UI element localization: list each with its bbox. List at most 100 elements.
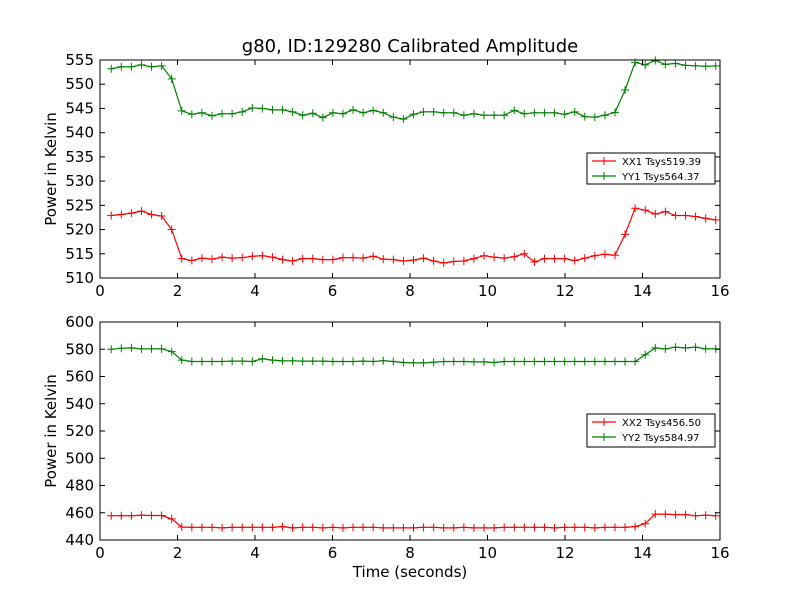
data-point [500,254,509,263]
data-point [600,111,609,120]
data-point [510,357,519,366]
data-point [610,357,619,366]
data-point [419,523,428,532]
data-point [449,357,458,366]
data-point [641,206,650,215]
data-point [298,523,307,532]
x-tick-label: 2 [173,544,183,562]
data-point [389,113,398,122]
data-point [641,519,650,528]
data-point [681,211,690,220]
data-point [308,254,317,263]
data-point [610,108,619,117]
x-tick-label: 8 [405,544,415,562]
y-tick-label: 540 [65,124,94,142]
data-point [167,74,176,83]
data-point [127,62,136,71]
data-point [369,106,378,115]
y-tick-label: 560 [65,368,94,386]
data-point [389,357,398,366]
data-point [480,357,489,366]
data-point [661,60,670,69]
data-point [288,107,297,116]
data-point [671,343,680,352]
data-point [258,104,267,113]
data-point [207,523,216,532]
y-tick-label: 510 [65,269,94,287]
data-point [238,523,247,532]
legend-box [586,152,716,185]
data-point [238,253,247,262]
data-point [701,62,710,71]
x-tick-label: 10 [478,282,497,300]
x-tick-label: 14 [633,282,652,300]
data-point [359,523,368,532]
data-point [137,60,146,69]
data-point [631,357,640,366]
data-point [379,523,388,532]
data-point [540,108,549,117]
data-point [248,103,257,112]
y-tick-label: 580 [65,340,94,358]
data-point [641,350,650,359]
data-point [540,357,549,366]
data-point [711,61,720,70]
data-point [490,111,499,120]
data-point [349,253,358,262]
x-tick-label: 16 [710,544,729,562]
data-point [510,106,519,115]
data-point [228,109,237,118]
data-point [167,514,176,523]
data-point [701,511,710,520]
series-xx2 [107,510,720,532]
series-yy1 [107,56,720,124]
data-point [298,111,307,120]
data-point [369,357,378,366]
data-point [590,113,599,122]
data-point [701,344,710,353]
legend: XX2 Tsys456.50 YY2 Tsys584.97 [586,413,716,448]
data-point [439,357,448,366]
data-point [419,254,428,263]
data-point [258,354,267,363]
data-point [218,357,227,366]
data-point [439,108,448,117]
data-point [218,109,227,118]
data-point [681,61,690,70]
data-point [530,258,539,267]
data-point [429,107,438,116]
data-point [117,511,126,520]
data-point [409,358,418,367]
data-point [167,225,176,234]
data-point [409,523,418,532]
data-point [389,523,398,532]
data-point [288,257,297,266]
data-point [107,511,116,520]
legend: XX1 Tsys519.39 YY1 Tsys564.37 [586,152,716,185]
data-point [469,357,478,366]
data-point [701,214,710,223]
data-point [147,62,156,71]
data-point [520,109,529,118]
y-tick-label: 520 [65,221,94,239]
data-point [691,212,700,221]
data-point [490,358,499,367]
data-point [651,343,660,352]
data-point [338,109,347,118]
data-point [308,523,317,532]
y-tick-label: 520 [65,422,94,440]
data-point [560,357,569,366]
data-point [439,523,448,532]
y-tick-label: 525 [65,196,94,214]
legend-box [586,413,716,448]
y-tick-label: 500 [65,449,94,467]
x-tick-label: 10 [478,544,497,562]
data-point [490,523,499,532]
data-point [117,210,126,219]
data-point [530,108,539,117]
data-point [137,511,146,520]
data-point [600,357,609,366]
data-point [550,108,559,117]
data-point [157,61,166,70]
